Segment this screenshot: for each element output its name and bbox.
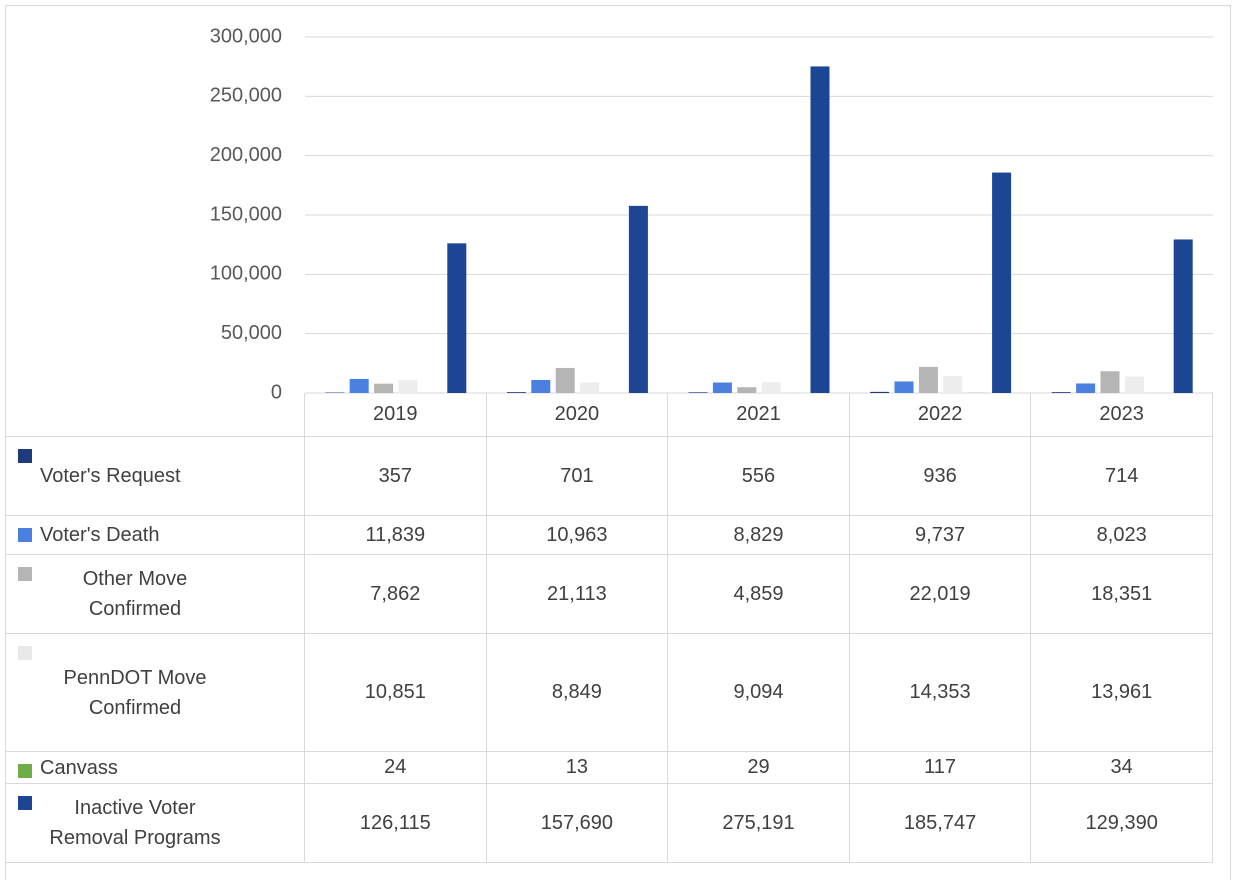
- value-label: 10,963: [487, 516, 669, 555]
- value-label: 129,390: [1031, 784, 1213, 863]
- value-label: 22,019: [850, 555, 1032, 634]
- legend-key: [18, 796, 32, 810]
- value-label: 275,191: [668, 784, 850, 863]
- value-label: 157,690: [487, 784, 669, 863]
- bar: [919, 367, 938, 393]
- value-label: 936: [850, 437, 1032, 516]
- legend-label: Inactive Voter Removal Programs: [40, 793, 230, 853]
- bar: [447, 243, 466, 393]
- legend-label: Voter's Death: [40, 520, 159, 550]
- value-label: 9,094: [668, 634, 850, 752]
- value-label: 4,859: [668, 555, 850, 634]
- bar: [943, 376, 962, 393]
- legend-key: [18, 567, 32, 581]
- y-tick-label: 150,000: [210, 203, 282, 225]
- value-label: 10,851: [305, 634, 487, 752]
- bar: [762, 382, 781, 393]
- value-label: 8,829: [668, 516, 850, 555]
- y-tick-label: 250,000: [210, 85, 282, 107]
- y-tick-label: 100,000: [210, 263, 282, 285]
- bar: [1076, 383, 1095, 393]
- legend-label: Voter's Request: [40, 461, 181, 491]
- value-label: 7,862: [305, 555, 487, 634]
- bar: [713, 383, 732, 393]
- bar: [1125, 376, 1144, 393]
- value-label: 24: [305, 752, 487, 784]
- value-label: 13,961: [1031, 634, 1213, 752]
- legend-label: Other Move Confirmed: [40, 564, 230, 624]
- bar: [629, 206, 648, 393]
- bar: [374, 384, 393, 393]
- value-label: 185,747: [850, 784, 1032, 863]
- legend-key: [18, 449, 32, 463]
- legend-label: Canvass: [40, 753, 118, 783]
- y-tick-label: 50,000: [221, 322, 282, 344]
- y-tick-label: 300,000: [210, 25, 282, 47]
- legend-entry: Canvass: [5, 752, 305, 784]
- bar: [580, 382, 599, 393]
- value-label: 556: [668, 437, 850, 516]
- value-label: 117: [850, 752, 1032, 784]
- x-tick-label: 2020: [487, 393, 669, 437]
- value-label: 8,023: [1031, 516, 1213, 555]
- legend-key: [18, 764, 32, 778]
- legend-label: PennDOT Move Confirmed: [40, 663, 230, 723]
- x-tick-label: 2022: [850, 393, 1032, 437]
- x-tick-label: 2019: [305, 393, 487, 437]
- bar: [895, 381, 914, 393]
- bar: [811, 66, 830, 393]
- value-label: 8,849: [487, 634, 669, 752]
- value-label: 9,737: [850, 516, 1032, 555]
- value-label: 714: [1031, 437, 1213, 516]
- value-label: 29: [668, 752, 850, 784]
- bar: [399, 380, 418, 393]
- bar: [992, 173, 1011, 393]
- value-label: 34: [1031, 752, 1213, 784]
- bar: [350, 379, 369, 393]
- value-label: 701: [487, 437, 669, 516]
- value-label: 11,839: [305, 516, 487, 555]
- value-label: 357: [305, 437, 487, 516]
- x-tick-label: 2023: [1031, 393, 1213, 437]
- bar: [531, 380, 550, 393]
- legend-entry: PennDOT Move Confirmed: [5, 634, 305, 752]
- legend-entry: Voter's Death: [5, 516, 305, 555]
- bar: [556, 368, 575, 393]
- legend-entry: Inactive Voter Removal Programs: [5, 784, 305, 863]
- bar: [1101, 371, 1120, 393]
- value-label: 126,115: [305, 784, 487, 863]
- x-tick-label: 2021: [668, 393, 850, 437]
- corner: [5, 393, 305, 437]
- value-label: 14,353: [850, 634, 1032, 752]
- value-label: 18,351: [1031, 555, 1213, 634]
- value-label: 21,113: [487, 555, 669, 634]
- legend-entry: Voter's Request: [5, 437, 305, 516]
- y-tick-label: 200,000: [210, 144, 282, 166]
- legend-key: [18, 646, 32, 660]
- bar: [1174, 239, 1193, 393]
- value-label: 13: [487, 752, 669, 784]
- legend-key: [18, 528, 32, 542]
- legend-entry: Other Move Confirmed: [5, 555, 305, 634]
